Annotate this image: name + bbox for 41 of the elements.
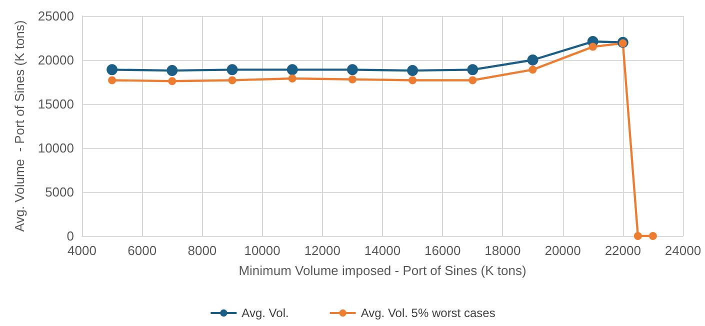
point (588, 42, 597, 51)
x-tick-label: 20000 (544, 243, 581, 258)
legend-label: Avg. Vol. 5% worst cases (360, 306, 496, 320)
y-tick-label: 15000 (38, 96, 74, 112)
point (407, 65, 418, 76)
y-tick-label: 20000 (38, 52, 74, 68)
point (468, 76, 477, 84)
point (286, 64, 298, 76)
point (346, 64, 358, 76)
point (228, 76, 236, 84)
x-tick-label: 4000 (68, 243, 96, 258)
x-tick-label: 22000 (604, 243, 641, 258)
legend-label: Avg. Vol. (242, 306, 289, 320)
point (528, 66, 537, 74)
point (168, 77, 176, 86)
x-tick-label: 8000 (188, 243, 217, 258)
point (408, 76, 417, 84)
y-tick-label: 25000 (38, 8, 74, 24)
x-tick-label: 16000 (424, 243, 461, 258)
x-tick-label: 12000 (304, 243, 340, 258)
point (226, 64, 238, 76)
point (108, 76, 116, 84)
x-tick-label: 24000 (664, 243, 702, 258)
point (648, 232, 657, 240)
point (467, 64, 478, 76)
point (166, 65, 178, 76)
y-tick-label: 0 (66, 228, 74, 244)
point (348, 75, 356, 84)
x-tick-label: 6000 (128, 243, 157, 258)
x-tick-label: 14000 (364, 243, 401, 258)
x-tick-label: 18000 (484, 243, 521, 258)
point (527, 54, 538, 66)
point (634, 232, 642, 240)
point (106, 64, 118, 76)
y-axis-title: Avg. Volume - Port of Sines (K tons) (12, 20, 27, 232)
y-tick-label: 10000 (38, 140, 74, 156)
y-tick-label: 5000 (45, 184, 74, 200)
point (288, 74, 296, 82)
x-axis-title: Minimum Volume imposed - Port of Sines (K tons) (238, 263, 526, 278)
x-tick-label: 10000 (244, 243, 280, 258)
point (618, 39, 627, 48)
